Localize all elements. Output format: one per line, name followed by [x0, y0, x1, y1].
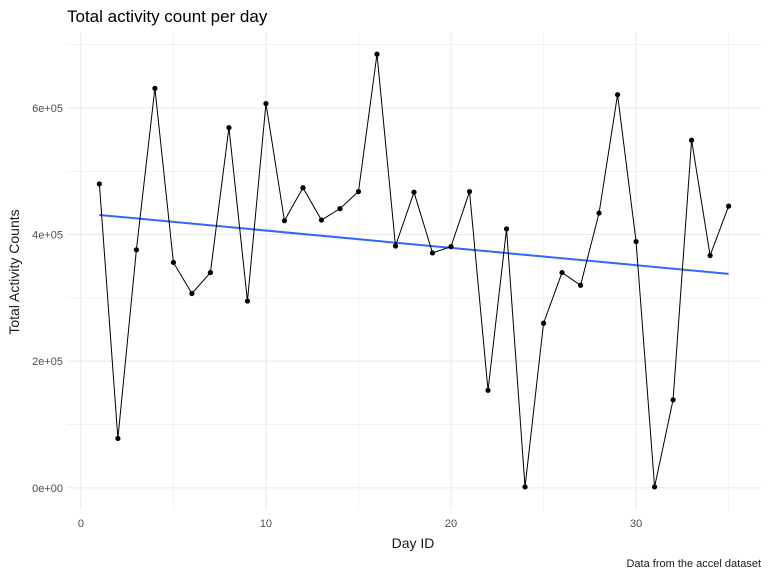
trend-line: [99, 213, 729, 275]
trend-line-layer: [99, 213, 729, 275]
x-tick-label: 20: [445, 518, 457, 530]
data-point: [170, 259, 177, 266]
data-point: [263, 100, 269, 107]
data-point: [207, 269, 214, 276]
data-points: [96, 51, 732, 490]
chart-title: Total activity count per day: [67, 7, 268, 26]
data-point: [189, 290, 195, 297]
y-tick-labels: 0e+00 2e+05 4e+05 6e+05: [32, 103, 63, 495]
data-point: [596, 210, 602, 216]
data-point: [337, 206, 343, 212]
data-point: [318, 217, 325, 223]
data-point: [429, 250, 436, 256]
y-tick-label: 4e+05: [32, 230, 63, 242]
data-point: [577, 282, 584, 288]
data-point: [522, 484, 528, 490]
data-point: [448, 244, 454, 250]
series-line: [98, 54, 730, 487]
y-tick-label: 6e+05: [32, 103, 63, 115]
data-point: [466, 188, 473, 195]
y-tick-label: 2e+05: [32, 356, 63, 368]
data-point: [689, 137, 695, 143]
data-point: [559, 269, 565, 276]
data-point: [355, 188, 362, 195]
grid-major: [67, 32, 761, 510]
x-tick-label: 0: [78, 518, 84, 530]
data-point: [411, 189, 417, 195]
data-point: [152, 85, 158, 91]
data-point: [633, 238, 639, 245]
data-point: [485, 387, 491, 393]
x-tick-label: 30: [630, 518, 642, 530]
y-tick-label: 0e+00: [32, 483, 63, 495]
data-point: [614, 92, 621, 98]
chart-caption: Data from the accel dataset: [626, 558, 761, 570]
data-point: [281, 218, 288, 224]
data-point: [503, 226, 510, 232]
data-point: [392, 243, 399, 249]
data-point: [540, 320, 547, 326]
x-axis-title: Day ID: [392, 535, 435, 551]
x-tick-label: 10: [260, 518, 272, 530]
x-tick-labels: 0 10 20 30: [78, 518, 642, 530]
data-point: [96, 181, 102, 187]
series-line-layer: [98, 54, 730, 487]
data-point: [133, 247, 139, 253]
data-point: [670, 397, 676, 403]
data-point: [226, 125, 232, 131]
data-point: [651, 484, 658, 490]
data-point: [374, 51, 380, 57]
data-point: [115, 435, 121, 442]
y-axis-title: Total Activity Counts: [6, 209, 22, 334]
grid-minor: [67, 32, 761, 510]
data-point: [244, 298, 251, 304]
data-point: [707, 252, 713, 259]
data-point: [726, 203, 732, 209]
data-point: [300, 185, 306, 191]
